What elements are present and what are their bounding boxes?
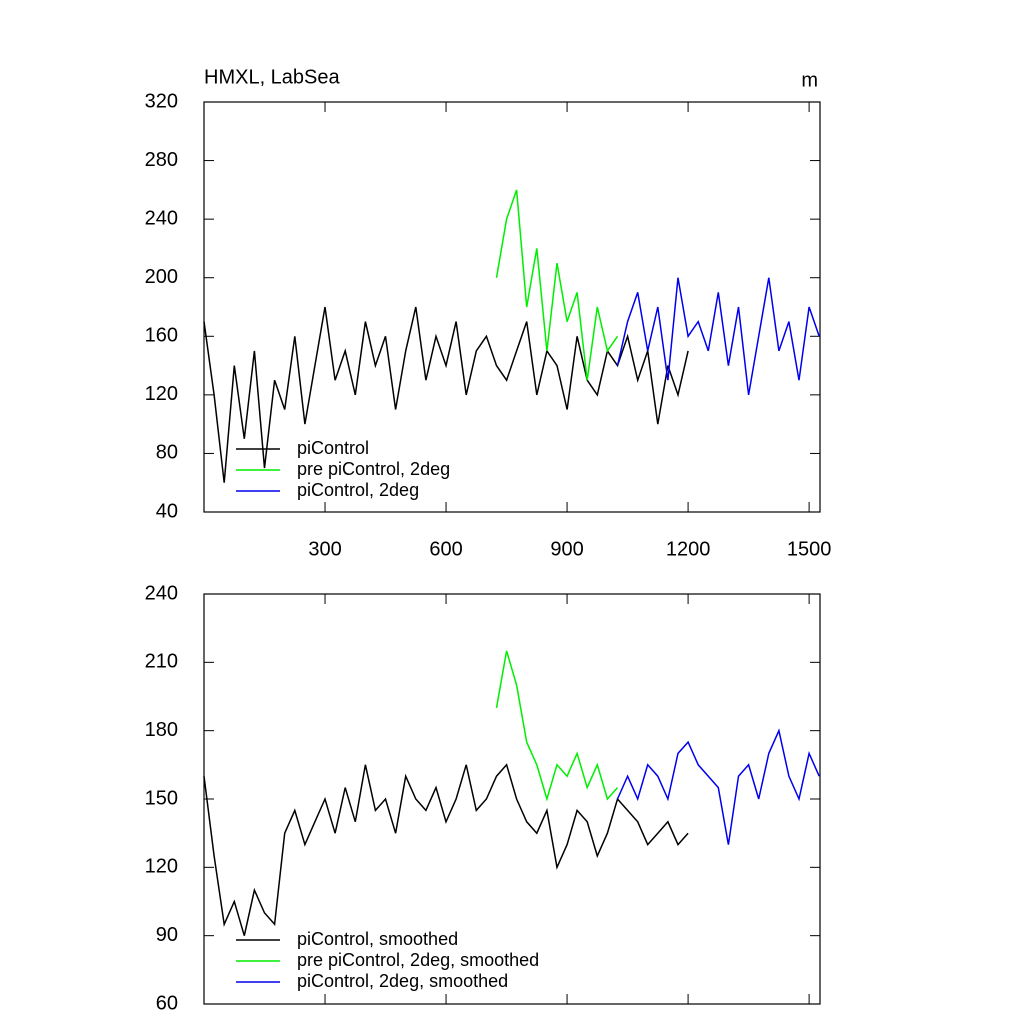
y-tick-label: 80 xyxy=(156,442,178,464)
y-tick-label: 320 xyxy=(145,90,178,112)
units-label: m xyxy=(801,69,818,91)
y-tick-label: 40 xyxy=(156,500,178,522)
x-tick-label: 900 xyxy=(550,538,583,560)
y-tick-label: 210 xyxy=(145,651,178,673)
legend-label: pre piControl, 2deg, smoothed xyxy=(297,950,539,970)
legend-label: pre piControl, 2deg xyxy=(297,459,450,479)
y-tick-label: 120 xyxy=(145,383,178,405)
x-tick-label: 600 xyxy=(429,538,462,560)
series-line xyxy=(495,189,619,381)
y-tick-label: 120 xyxy=(145,856,178,878)
legend-label: piControl, 2deg, smoothed xyxy=(297,971,508,991)
y-tick-label: 150 xyxy=(145,787,178,809)
x-tick-label: 1500 xyxy=(787,538,832,560)
series-line xyxy=(203,763,689,936)
y-tick-label: 90 xyxy=(156,924,178,946)
plot-frame xyxy=(203,101,821,513)
y-tick-label: 60 xyxy=(156,992,178,1014)
x-tick-label: 300 xyxy=(308,538,341,560)
y-tick-label: 180 xyxy=(145,719,178,741)
legend-label: piControl, smoothed xyxy=(297,929,458,949)
y-tick-label: 240 xyxy=(145,582,178,604)
series-line xyxy=(495,650,619,802)
chart-title: HMXL, LabSea xyxy=(204,66,341,88)
x-tick-label: 1200 xyxy=(666,538,711,560)
y-tick-label: 240 xyxy=(145,207,178,229)
y-tick-label: 280 xyxy=(145,149,178,171)
y-tick-label: 160 xyxy=(145,325,178,347)
legend-label: piControl, 2deg xyxy=(297,480,419,500)
y-tick-label: 200 xyxy=(145,266,178,288)
series-line xyxy=(203,306,689,483)
legend-label: piControl xyxy=(297,438,369,458)
series-line xyxy=(616,728,820,845)
series-line xyxy=(616,277,820,396)
